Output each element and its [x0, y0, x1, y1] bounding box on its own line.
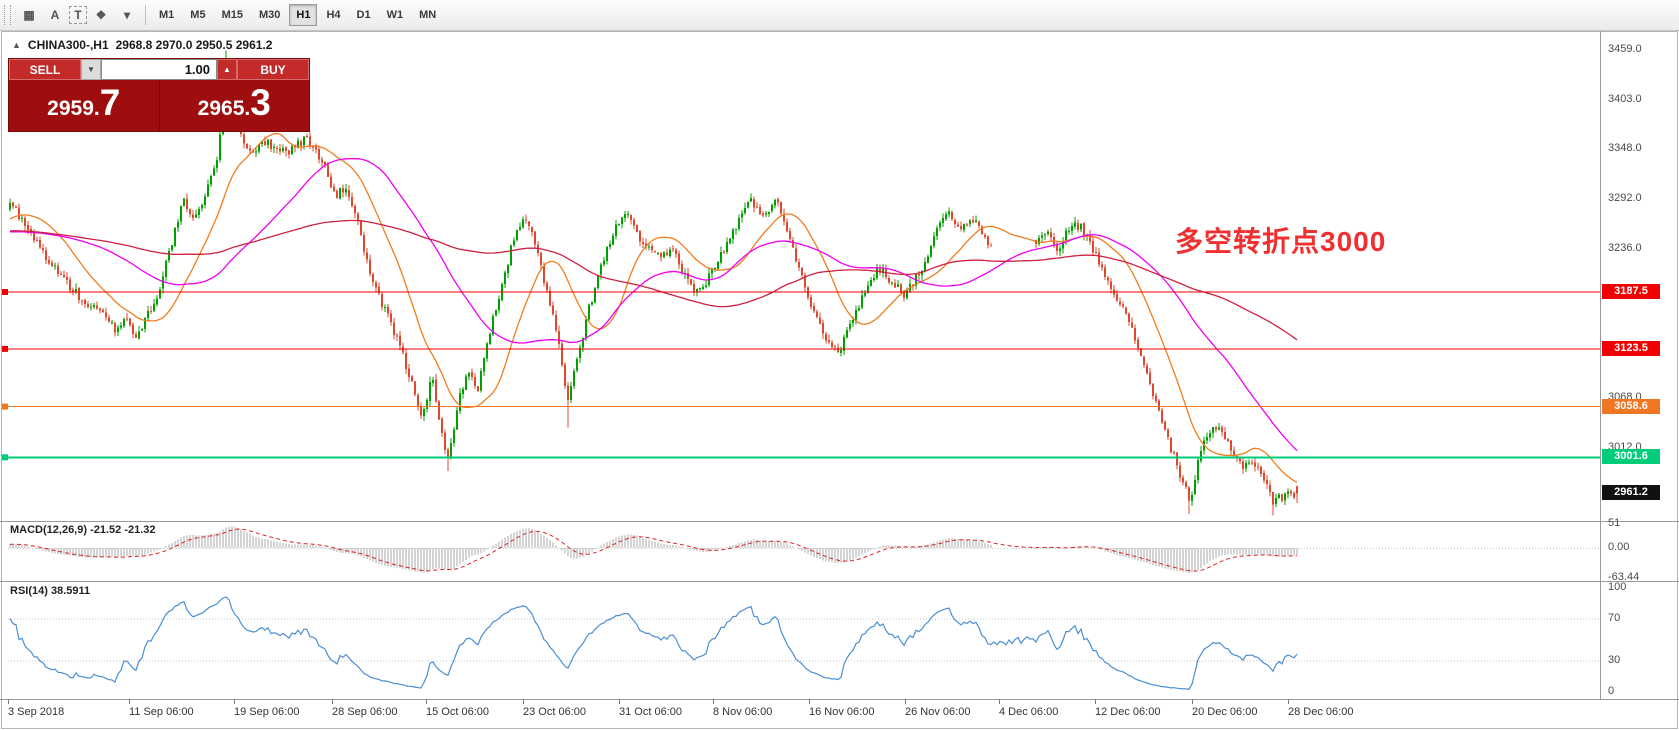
timeframe-h4[interactable]: H4	[319, 4, 347, 26]
timeframe-mn[interactable]: MN	[412, 4, 443, 26]
cursor-mode-icon[interactable]: A	[43, 4, 67, 26]
volume-input[interactable]	[101, 59, 217, 80]
shapes-dropdown-caret[interactable]: ▾	[115, 4, 139, 26]
toolbar-separator	[145, 5, 146, 25]
timeframe-w1[interactable]: W1	[380, 4, 411, 26]
price-level-badge: 3187.5	[1602, 284, 1660, 299]
price-level-badge: 3058.6	[1602, 399, 1660, 414]
sell-price-main: 2959.	[47, 97, 100, 120]
chart-header: ▲ CHINA300-,H1 2968.8 2970.0 2950.5 2961…	[12, 38, 272, 52]
macd-scale-label: 0.00	[1608, 541, 1630, 553]
price-tick: 3292.0	[1608, 192, 1642, 204]
price-level-badge: 2961.2	[1602, 485, 1660, 500]
timeframe-m5[interactable]: M5	[183, 4, 212, 26]
rsi-label: RSI(14) 38.5911	[10, 585, 91, 597]
time-tick-label: 16 Nov 06:00	[809, 706, 875, 718]
timeframe-d1[interactable]: D1	[350, 4, 378, 26]
caret-up-icon: ▲	[223, 65, 231, 74]
expand-trade-panel-icon[interactable]: ▲	[12, 40, 21, 50]
volume-dropdown-button[interactable]: ▼	[81, 59, 101, 80]
time-tick-label: 8 Nov 06:00	[713, 706, 773, 718]
sell-price[interactable]: 2959. 7	[9, 80, 159, 131]
timeframe-m30[interactable]: M30	[252, 4, 287, 26]
price-level-badge: 3123.5	[1602, 341, 1660, 356]
time-tick-label: 28 Dec 06:00	[1288, 706, 1354, 718]
chart-annotation-text: 多空转折点3000	[1175, 226, 1387, 257]
rsi-scale-label: 30	[1608, 654, 1621, 666]
text-label-icon[interactable]: T	[69, 6, 87, 24]
time-tick-label: 4 Dec 06:00	[999, 706, 1059, 718]
rsi-scale-label: 100	[1608, 581, 1627, 593]
price-tick: 3348.0	[1608, 142, 1642, 154]
macd-label: MACD(12,26,9) -21.52 -21.32	[10, 524, 156, 536]
ohlc-values: 2968.8 2970.0 2950.5 2961.2	[115, 38, 273, 52]
timeframe-m15[interactable]: M15	[215, 4, 250, 26]
rsi-scale-label: 70	[1608, 612, 1621, 624]
shapes-tool-icon[interactable]: ❖	[89, 4, 113, 26]
macd-scale-label: -63.44	[1608, 571, 1640, 583]
toolbar-drag-handle[interactable]	[4, 5, 11, 25]
timeframe-m1[interactable]: M1	[152, 4, 181, 26]
time-tick-label: 15 Oct 06:00	[426, 706, 489, 718]
buy-price-big-digit: 3	[250, 82, 271, 123]
price-tick: 3236.0	[1608, 242, 1642, 254]
drawing-tools-group: ▦ A T ❖ ▾	[17, 4, 139, 26]
trade-controls-row: SELL ▼ ▲ BUY	[9, 59, 309, 80]
one-click-trading-panel: SELL ▼ ▲ BUY 2959.7 2965.3	[8, 58, 310, 132]
buy-price[interactable]: 2965. 3	[158, 80, 310, 131]
time-tick-label: 20 Dec 06:00	[1192, 706, 1258, 718]
trade-prices-row: 2959. 7 2965. 3	[9, 80, 309, 131]
symbol-title: CHINA300-,H1	[27, 38, 109, 52]
price-tick: 3459.0	[1608, 43, 1642, 55]
timeframe-h1[interactable]: H1	[289, 4, 318, 26]
toolbar: ▦ A T ❖ ▾ M1 M5 M15 M30 H1 H4 D1 W1 MN	[0, 0, 1679, 31]
time-tick-label: 31 Oct 06:00	[619, 706, 682, 718]
time-axis: 3 Sep 2018 11 Sep 06:00 19 Sep 06:00 28 Sep…	[0, 700, 1679, 730]
time-tick-label: 11 Sep 06:00	[129, 706, 194, 718]
price-axis: 3459.0 3403.0 3348.0 3292.0 3236.0 3068.0 3012…	[1601, 0, 1679, 730]
buy-button[interactable]: BUY	[237, 59, 309, 80]
time-tick-label: 26 Nov 06:00	[905, 706, 971, 718]
time-tick-label: 23 Oct 06:00	[523, 706, 586, 718]
sell-button[interactable]: SELL	[9, 59, 81, 80]
rsi-scale-label: 0	[1608, 685, 1615, 697]
sell-price-big-digit: 7	[99, 82, 121, 123]
buy-price-main: 2965.	[197, 97, 251, 120]
volume-increase-button[interactable]: ▲	[217, 59, 237, 80]
price-level-badge: 3001.6	[1602, 449, 1660, 464]
time-tick-label: 12 Dec 06:00	[1095, 706, 1161, 718]
indicators-grid-icon[interactable]: ▦	[17, 4, 41, 26]
price-tick: 3403.0	[1608, 93, 1642, 105]
caret-down-icon: ▼	[87, 65, 95, 74]
time-tick-label: 3 Sep 2018	[8, 706, 65, 718]
timeframe-button-group: M1 M5 M15 M30 H1 H4 D1 W1 MN	[152, 4, 443, 26]
macd-scale-label: 51	[1608, 517, 1621, 529]
time-tick-label: 28 Sep 06:00	[332, 706, 398, 718]
time-tick-label: 19 Sep 06:00	[234, 706, 300, 718]
